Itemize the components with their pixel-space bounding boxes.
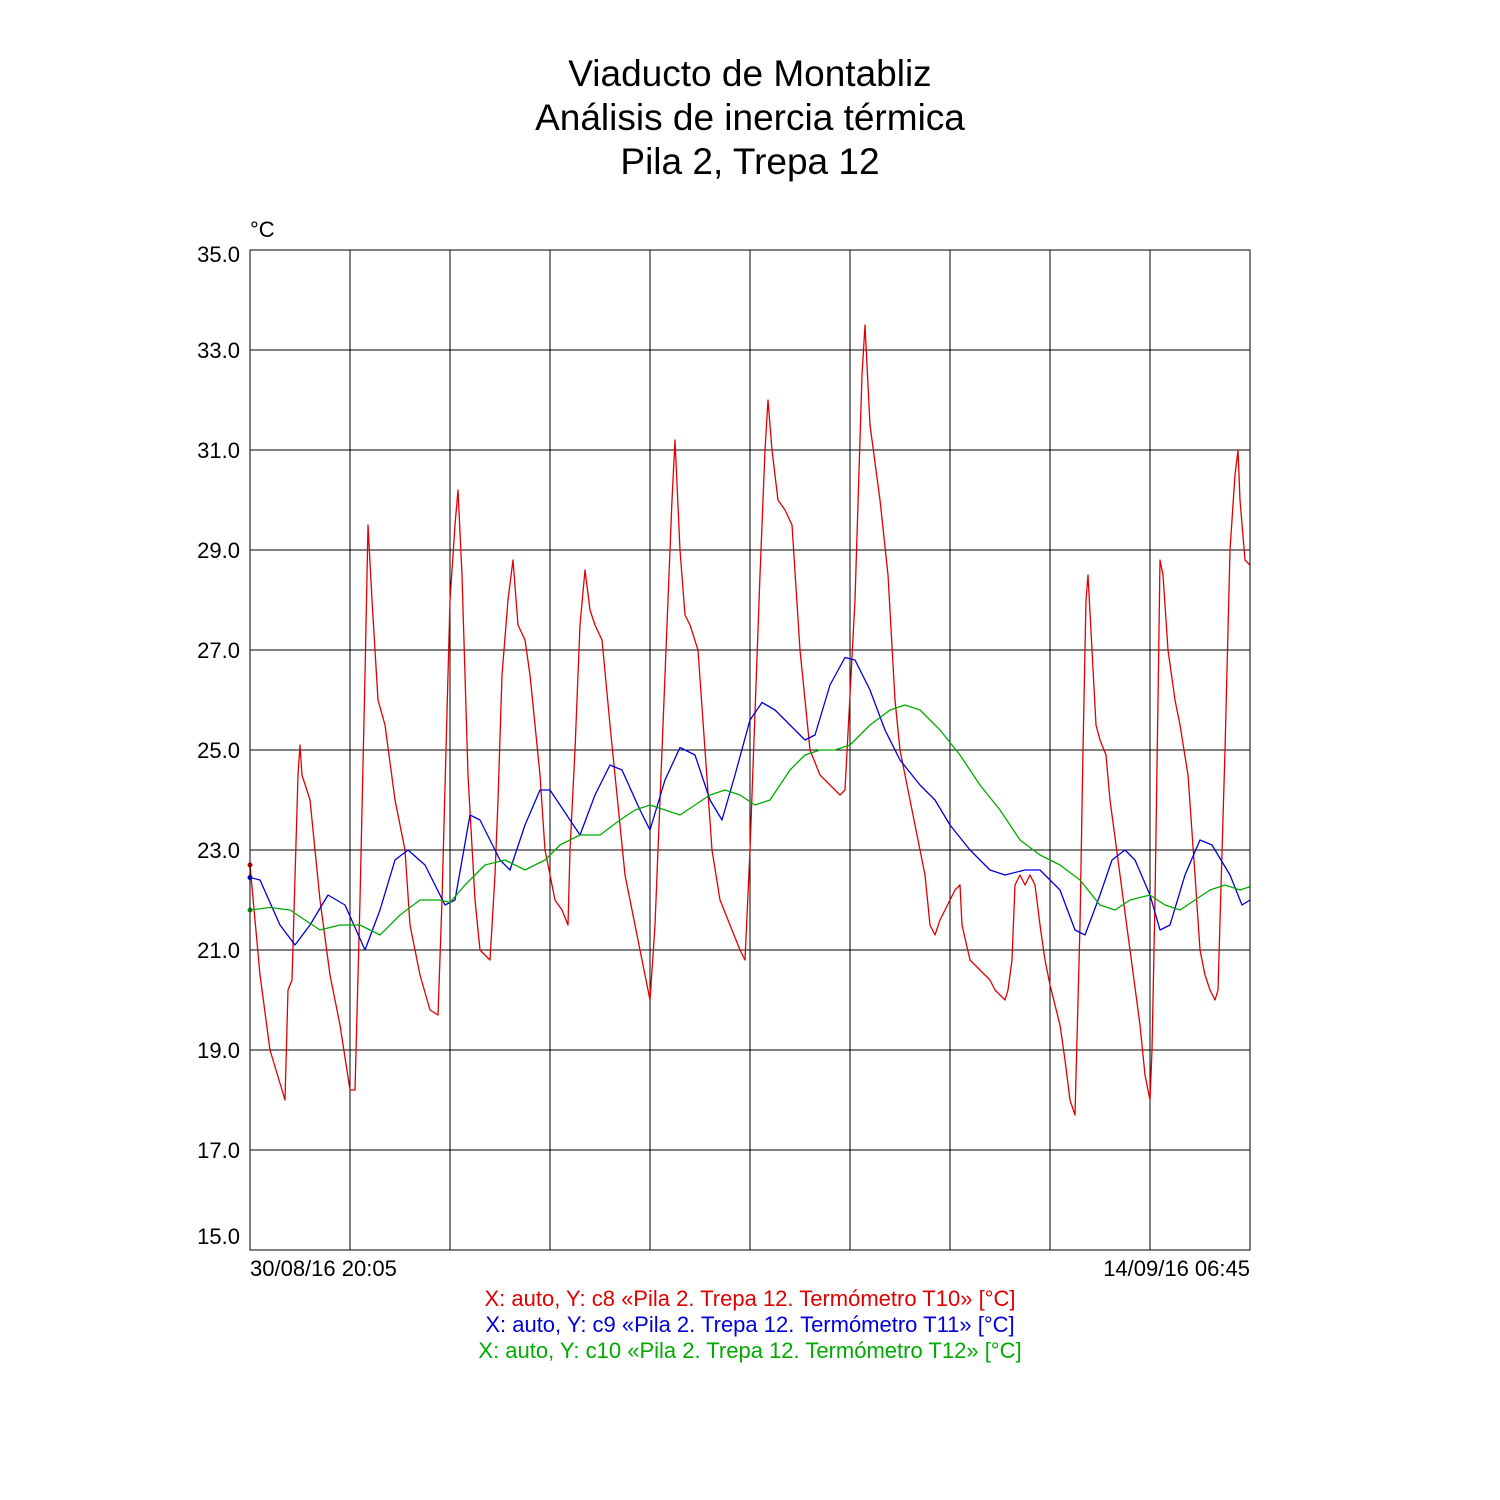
y-tick-label: 27.0 bbox=[197, 638, 240, 663]
y-tick-label: 31.0 bbox=[197, 438, 240, 463]
chart-title-line-3: Pila 2, Trepa 12 bbox=[620, 141, 879, 182]
y-tick-label: 25.0 bbox=[197, 738, 240, 763]
y-tick-label: 21.0 bbox=[197, 938, 240, 963]
plot-frame bbox=[249, 249, 1251, 1251]
series-layer bbox=[250, 324, 1250, 1116]
series-line-3 bbox=[250, 704, 1250, 936]
x-axis-start-label: 30/08/16 20:05 bbox=[250, 1256, 397, 1281]
y-tick-label: 19.0 bbox=[197, 1038, 240, 1063]
y-tick-label: 35.0 bbox=[197, 242, 240, 267]
chart-title-line-2: Análisis de inercia térmica bbox=[535, 97, 965, 138]
y-axis-unit: °C bbox=[250, 217, 275, 242]
y-tick-label: 33.0 bbox=[197, 338, 240, 363]
y-axis-ticks: 15.0 17.0 19.0 21.0 23.0 25.0 27.0 29.0 31.0 33.0… bbox=[197, 242, 240, 1249]
series-line-1 bbox=[250, 324, 1250, 1116]
legend: X: auto, Y: c8 «Pila 2. Trepa 12. Termóm… bbox=[478, 1286, 1021, 1363]
y-tick-label: 17.0 bbox=[197, 1138, 240, 1163]
series-line-2 bbox=[250, 656, 1250, 951]
y-tick-label: 23.0 bbox=[197, 838, 240, 863]
y-tick-label: 15.0 bbox=[197, 1224, 240, 1249]
y-tick-label: 29.0 bbox=[197, 538, 240, 563]
x-axis-end-label: 14/09/16 06:45 bbox=[1103, 1256, 1250, 1281]
legend-entry-2: X: auto, Y: c9 «Pila 2. Trepa 12. Termóm… bbox=[485, 1312, 1014, 1337]
legend-entry-1: X: auto, Y: c8 «Pila 2. Trepa 12. Termóm… bbox=[485, 1286, 1016, 1311]
grid bbox=[250, 250, 1250, 1250]
legend-entry-3: X: auto, Y: c10 «Pila 2. Trepa 12. Termó… bbox=[478, 1338, 1021, 1363]
chart-title-line-1: Viaducto de Montabliz bbox=[568, 53, 931, 94]
